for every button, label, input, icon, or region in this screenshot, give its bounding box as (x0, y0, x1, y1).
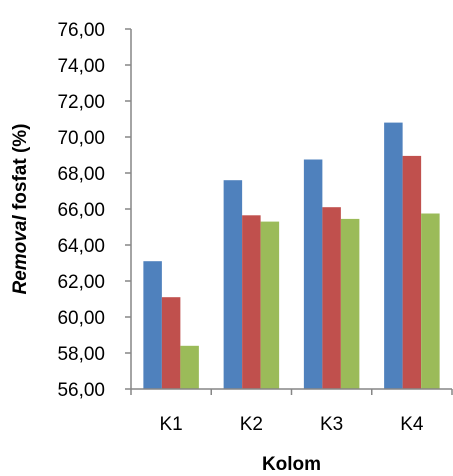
bar-k1-series-2 (161, 297, 181, 389)
y-axis-title-rest: fosfat (%) (10, 123, 31, 215)
x-axis-ticks: K1 K2 K3 K4 (130, 389, 453, 435)
bar-k3-series-1 (303, 159, 323, 389)
x-tick-label-k2: K2 (240, 414, 263, 435)
y-tick-label: 62,00 (57, 272, 105, 293)
x-axis-title: Kolom (262, 454, 321, 475)
y-axis-ticks: 56,00 58,00 60,00 62,00 64,00 66,00 68,00 70,00… (57, 20, 131, 401)
y-tick-label: 66,00 (57, 200, 105, 221)
bar-k1-series-3 (180, 345, 199, 389)
y-tick-label: 60,00 (57, 308, 105, 329)
bar-k3-series-2 (322, 207, 341, 389)
y-tick-label: 76,00 (57, 20, 105, 41)
bar-k4-series-2 (402, 155, 422, 389)
bar-k4-series-1 (384, 122, 403, 389)
bar-k2-series-3 (260, 221, 280, 389)
y-tick-label: 68,00 (57, 164, 105, 185)
y-axis-title: Removal fosfat (%) (10, 123, 31, 294)
x-tick-label-k1: K1 (160, 414, 183, 435)
bar-k2-series-2 (242, 215, 261, 389)
y-tick-label: 58,00 (57, 344, 105, 365)
y-tick-label: 72,00 (57, 92, 105, 113)
y-tick-label: 56,00 (57, 380, 105, 401)
bar-k2-series-1 (223, 180, 243, 389)
x-tick-label-k4: K4 (400, 414, 424, 435)
y-tick-label: 64,00 (57, 236, 105, 257)
x-tick-label-k3: K3 (320, 414, 343, 435)
bar-k3-series-3 (340, 218, 360, 389)
bar-k1-series-1 (143, 261, 162, 389)
y-axis-title-italic: Removal (10, 215, 31, 295)
y-tick-label: 70,00 (57, 128, 105, 149)
bar-k4-series-3 (421, 213, 440, 389)
bars-group (143, 122, 440, 389)
y-tick-label: 74,00 (57, 56, 105, 77)
